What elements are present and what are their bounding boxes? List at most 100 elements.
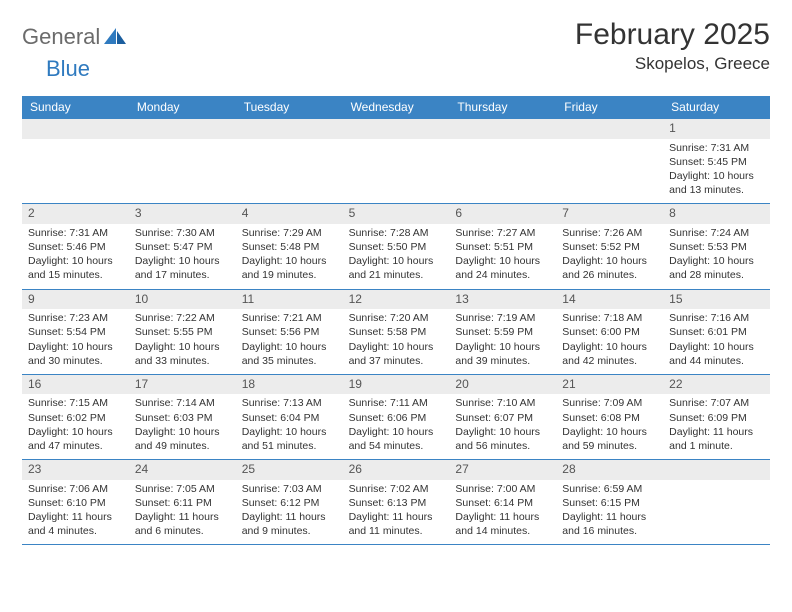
day-details: Sunrise: 7:28 AMSunset: 5:50 PMDaylight:… (343, 224, 450, 289)
daylight-text: Daylight: 11 hours and 4 minutes. (28, 510, 123, 538)
day-number (22, 119, 129, 139)
sunset-text: Sunset: 6:04 PM (242, 411, 337, 425)
day-cell: 17Sunrise: 7:14 AMSunset: 6:03 PMDayligh… (129, 375, 236, 459)
day-details: Sunrise: 7:09 AMSunset: 6:08 PMDaylight:… (556, 394, 663, 459)
sunrise-text: Sunrise: 7:09 AM (562, 396, 657, 410)
sunset-text: Sunset: 5:48 PM (242, 240, 337, 254)
weeks-container: 1 Sunrise: 7:31 AMSunset: 5:45 PM Daylight… (22, 118, 770, 545)
sunrise-text: Sunrise: 7:20 AM (349, 311, 444, 325)
day-number: 22 (663, 375, 770, 395)
day-details: Sunrise: 7:27 AMSunset: 5:51 PMDaylight:… (449, 224, 556, 289)
day-details: Sunrise: 7:02 AMSunset: 6:13 PMDaylight:… (343, 480, 450, 545)
daylight-text: Daylight: 11 hours and 9 minutes. (242, 510, 337, 538)
daylight-text: Daylight: 10 hours and 35 minutes. (242, 340, 337, 368)
day-number: 2 (22, 204, 129, 224)
day-cell: 10Sunrise: 7:22 AMSunset: 5:55 PMDayligh… (129, 290, 236, 374)
week-row: 23Sunrise: 7:06 AMSunset: 6:10 PMDayligh… (22, 459, 770, 545)
day-number: 23 (22, 460, 129, 480)
sunset-text: Sunset: 5:54 PM (28, 325, 123, 339)
day-cell: 24Sunrise: 7:05 AMSunset: 6:11 PMDayligh… (129, 460, 236, 544)
day-cell: 13Sunrise: 7:19 AMSunset: 5:59 PMDayligh… (449, 290, 556, 374)
sunset-text: Sunset: 6:09 PM (669, 411, 764, 425)
day-details: Sunrise: 7:15 AMSunset: 6:02 PMDaylight:… (22, 394, 129, 459)
logo-word1: General (22, 24, 100, 50)
calendar-page: General February 2025 Skopelos, Greece B… (0, 0, 792, 563)
day-number: 24 (129, 460, 236, 480)
weekday-header: Friday (556, 96, 663, 118)
daylight-text: Daylight: 10 hours and 15 minutes. (28, 254, 123, 282)
day-number: 5 (343, 204, 450, 224)
day-number: 28 (556, 460, 663, 480)
sunset-text: Sunset: 6:00 PM (562, 325, 657, 339)
week-row: 1Sunrise: 7:31 AMSunset: 5:45 PMDaylight… (22, 118, 770, 203)
day-cell: 11Sunrise: 7:21 AMSunset: 5:56 PMDayligh… (236, 290, 343, 374)
day-number: 1 (663, 119, 770, 139)
day-details: Sunrise: 7:10 AMSunset: 6:07 PMDaylight:… (449, 394, 556, 459)
sunrise-text: Sunrise: 7:30 AM (135, 226, 230, 240)
day-cell (449, 119, 556, 203)
day-details: Sunrise: 7:29 AMSunset: 5:48 PMDaylight:… (236, 224, 343, 289)
weekday-header: Tuesday (236, 96, 343, 118)
day-details: Sunrise: 7:06 AMSunset: 6:10 PMDaylight:… (22, 480, 129, 545)
daylight-text: Daylight: 10 hours and 42 minutes. (562, 340, 657, 368)
week-row: 2Sunrise: 7:31 AMSunset: 5:46 PMDaylight… (22, 203, 770, 288)
sunrise-text: Sunrise: 7:13 AM (242, 396, 337, 410)
day-cell (236, 119, 343, 203)
day-cell: 15Sunrise: 7:16 AMSunset: 6:01 PMDayligh… (663, 290, 770, 374)
day-details: Sunrise: 7:03 AMSunset: 6:12 PMDaylight:… (236, 480, 343, 545)
sail-icon (104, 28, 126, 46)
sunrise-text: Sunrise: 7:31 AM (669, 141, 764, 155)
sunset-text: Sunset: 5:52 PM (562, 240, 657, 254)
day-details: Sunrise: 7:22 AMSunset: 5:55 PMDaylight:… (129, 309, 236, 374)
day-cell: 3Sunrise: 7:30 AMSunset: 5:47 PMDaylight… (129, 204, 236, 288)
day-number: 25 (236, 460, 343, 480)
sunset-text: Sunset: 5:59 PM (455, 325, 550, 339)
day-number: 13 (449, 290, 556, 310)
weekday-header-row: SundayMondayTuesdayWednesdayThursdayFrid… (22, 96, 770, 118)
daylight-text: Daylight: 10 hours and 39 minutes. (455, 340, 550, 368)
weekday-header: Monday (129, 96, 236, 118)
daylight-text: Daylight: 10 hours and 33 minutes. (135, 340, 230, 368)
sunset-text: Sunset: 6:08 PM (562, 411, 657, 425)
day-cell: 20Sunrise: 7:10 AMSunset: 6:07 PMDayligh… (449, 375, 556, 459)
day-number: 6 (449, 204, 556, 224)
day-details: Sunrise: 6:59 AMSunset: 6:15 PMDaylight:… (556, 480, 663, 545)
day-details: Sunrise: 7:14 AMSunset: 6:03 PMDaylight:… (129, 394, 236, 459)
day-cell: 6Sunrise: 7:27 AMSunset: 5:51 PMDaylight… (449, 204, 556, 288)
daylight-text: Daylight: 11 hours and 1 minute. (669, 425, 764, 453)
day-number: 9 (22, 290, 129, 310)
sunrise-text: Sunrise: 7:26 AM (562, 226, 657, 240)
day-details: Sunrise: 7:24 AMSunset: 5:53 PMDaylight:… (663, 224, 770, 289)
daylight-text: Daylight: 10 hours and 44 minutes. (669, 340, 764, 368)
sunset-text: Sunset: 5:56 PM (242, 325, 337, 339)
sunset-text: Sunset: 6:02 PM (28, 411, 123, 425)
day-number (343, 119, 450, 139)
sunset-text: Sunset: 5:47 PM (135, 240, 230, 254)
calendar-grid: SundayMondayTuesdayWednesdayThursdayFrid… (22, 96, 770, 545)
daylight-text: Daylight: 10 hours and 47 minutes. (28, 425, 123, 453)
daylight-text: Daylight: 10 hours and 54 minutes. (349, 425, 444, 453)
day-cell: 14Sunrise: 7:18 AMSunset: 6:00 PMDayligh… (556, 290, 663, 374)
daylight-text: Daylight: 10 hours and 37 minutes. (349, 340, 444, 368)
sunrise-text: Sunrise: 7:19 AM (455, 311, 550, 325)
day-number: 26 (343, 460, 450, 480)
daylight-text: Daylight: 10 hours and 26 minutes. (562, 254, 657, 282)
daylight-text: Daylight: 11 hours and 6 minutes. (135, 510, 230, 538)
day-number: 7 (556, 204, 663, 224)
sunrise-text: Sunrise: 7:11 AM (349, 396, 444, 410)
sunrise-text: Sunrise: 7:07 AM (669, 396, 764, 410)
day-details: Sunrise: 7:31 AMSunset: 5:46 PMDaylight:… (22, 224, 129, 289)
sunset-text: Sunset: 5:45 PM (669, 155, 764, 169)
day-cell: 4Sunrise: 7:29 AMSunset: 5:48 PMDaylight… (236, 204, 343, 288)
sunrise-text: Sunrise: 7:15 AM (28, 396, 123, 410)
sunrise-text: Sunrise: 7:03 AM (242, 482, 337, 496)
day-number: 27 (449, 460, 556, 480)
day-number: 17 (129, 375, 236, 395)
daylight-text: Daylight: 10 hours and 59 minutes. (562, 425, 657, 453)
day-cell: 1Sunrise: 7:31 AMSunset: 5:45 PMDaylight… (663, 119, 770, 203)
daylight-text: Daylight: 10 hours and 17 minutes. (135, 254, 230, 282)
sunrise-text: Sunrise: 7:05 AM (135, 482, 230, 496)
month-title: February 2025 (575, 18, 770, 52)
day-cell (129, 119, 236, 203)
day-cell: 5Sunrise: 7:28 AMSunset: 5:50 PMDaylight… (343, 204, 450, 288)
